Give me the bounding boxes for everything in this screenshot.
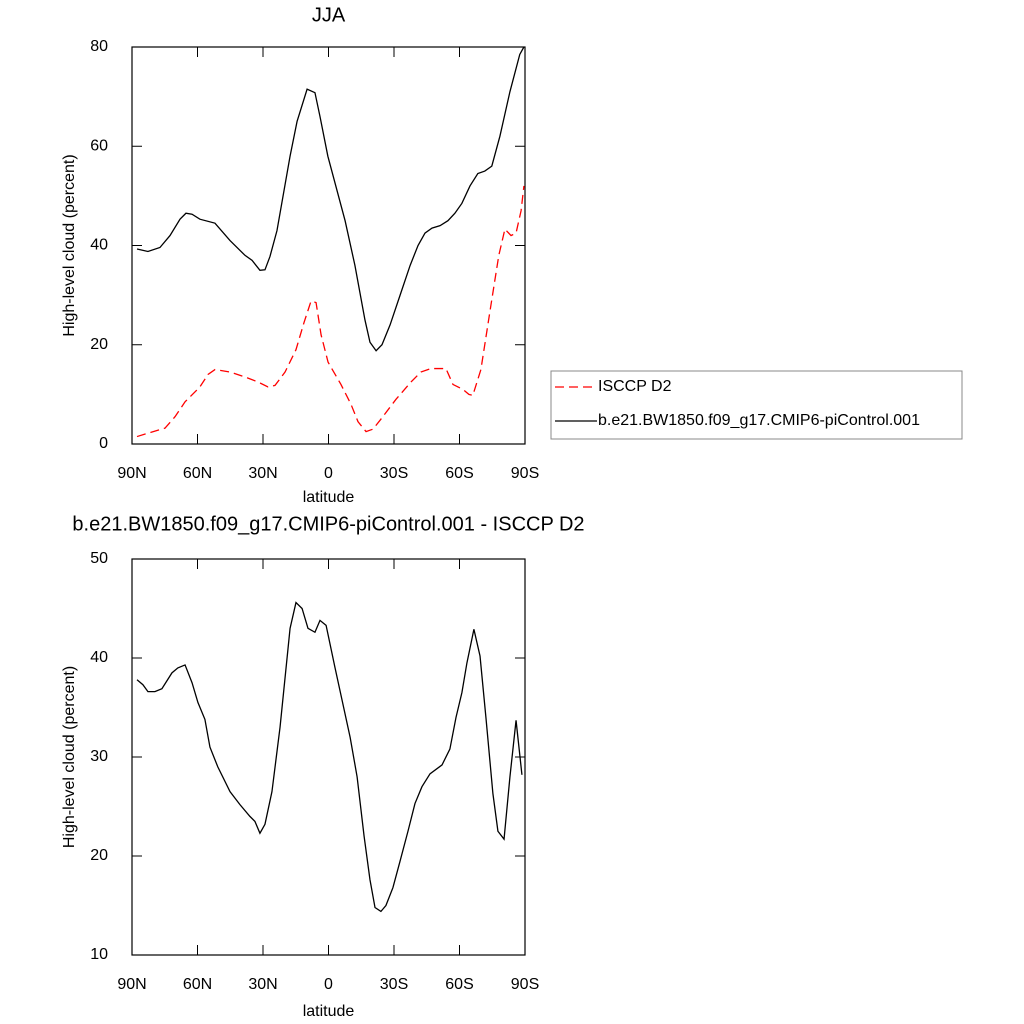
chart-title: b.e21.BW1850.f09_g17.CMIP6-piControl.001… xyxy=(72,513,584,535)
x-tick-label: 90S xyxy=(511,465,539,482)
x-tick-label: 60S xyxy=(445,976,473,993)
chart-title: JJA xyxy=(312,4,346,26)
data-line xyxy=(136,46,525,352)
y-axis-label: High-level cloud (percent) xyxy=(61,666,78,848)
x-tick-label: 90N xyxy=(117,976,146,993)
x-tick-label: 60N xyxy=(183,465,212,482)
plot-frame xyxy=(131,558,526,956)
legend-box xyxy=(550,370,963,440)
x-tick-label: 30N xyxy=(248,976,277,993)
x-tick-label: 60S xyxy=(445,465,473,482)
x-tick-label: 30S xyxy=(380,465,408,482)
x-tick-label: 0 xyxy=(324,976,333,993)
y-tick-label: 0 xyxy=(99,435,108,452)
y-tick-label: 80 xyxy=(90,38,108,55)
legend-label: b.e21.BW1850.f09_g17.CMIP6-piControl.001 xyxy=(598,412,920,429)
y-tick-label: 20 xyxy=(90,847,108,864)
x-tick-label: 30S xyxy=(380,976,408,993)
x-tick-label: 90S xyxy=(511,976,539,993)
data-line xyxy=(136,185,525,438)
legend: ISCCP D2 b.e21.BW1850.f09_g17.CMIP6-piCon… xyxy=(550,370,963,440)
x-tick-label: 0 xyxy=(324,465,333,482)
x-axis-label: latitude xyxy=(303,1003,355,1020)
y-tick-label: 40 xyxy=(90,237,108,254)
y-tick-label: 20 xyxy=(90,336,108,353)
x-tick-label: 90N xyxy=(117,465,146,482)
x-tick-label: 60N xyxy=(183,976,212,993)
y-tick-label: 10 xyxy=(90,946,108,963)
x-axis-label: latitude xyxy=(303,489,355,506)
data-line xyxy=(136,601,523,913)
y-tick-label: 30 xyxy=(90,748,108,765)
plot-frame xyxy=(131,46,526,445)
y-axis-label: High-level cloud (percent) xyxy=(61,154,78,336)
y-tick-label: 60 xyxy=(90,137,108,154)
y-tick-label: 40 xyxy=(90,649,108,666)
x-tick-label: 30N xyxy=(248,465,277,482)
legend-label: ISCCP D2 xyxy=(598,378,672,395)
y-tick-label: 50 xyxy=(90,550,108,567)
